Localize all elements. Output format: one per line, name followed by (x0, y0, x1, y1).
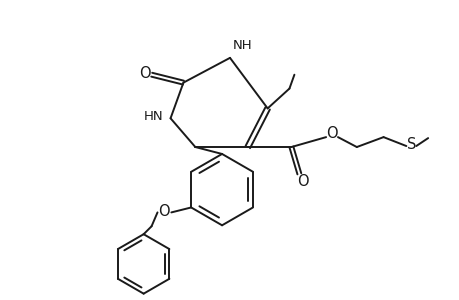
Text: O: O (139, 66, 150, 81)
Text: HN: HN (144, 110, 163, 123)
Text: S: S (406, 136, 415, 152)
Text: NH: NH (232, 40, 252, 52)
Text: O: O (325, 126, 337, 141)
Text: O: O (297, 174, 308, 189)
Text: O: O (158, 204, 170, 219)
